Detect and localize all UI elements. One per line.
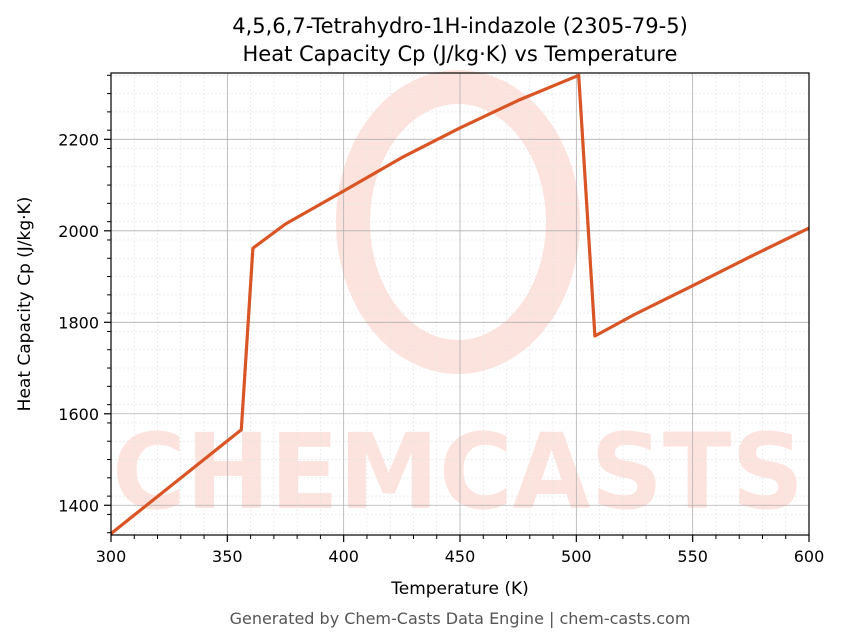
axis-ticks	[104, 74, 810, 542]
x-tick-label: 600	[794, 547, 825, 566]
chemcasts-watermark: CHEMCASTS	[112, 70, 804, 533]
x-tick-label: 450	[445, 547, 476, 566]
y-tick-labels: 1400 1600 1800 2000 2200	[58, 130, 99, 515]
x-tick-label: 500	[561, 547, 592, 566]
y-axis-label: Heat Capacity Cp (J/kg·K)	[15, 197, 35, 412]
y-tick-label: 2200	[58, 130, 99, 149]
x-tick-label: 300	[96, 547, 127, 566]
heat-capacity-line	[110, 73, 810, 535]
x-tick-label: 550	[677, 547, 708, 566]
x-tick-label: 350	[212, 547, 243, 566]
x-tick-label: 400	[328, 547, 359, 566]
y-tick-label: 1600	[58, 405, 99, 424]
y-tick-label: 2000	[58, 222, 99, 241]
chart-title-line2: Heat Capacity Cp (J/kg·K) vs Temperature	[243, 42, 678, 66]
plot-area: CHEMCASTS 300 350 400 450 500 550 600 1400 1600…	[58, 70, 825, 566]
x-tick-labels: 300 350 400 450 500 550 600	[96, 547, 825, 566]
y-tick-label: 1400	[58, 496, 99, 515]
x-axis-label: Temperature (K)	[390, 579, 529, 599]
footer-credit: Generated by Chem-Casts Data Engine | ch…	[230, 609, 691, 628]
y-tick-label: 1800	[58, 313, 99, 332]
chart-title-line1: 4,5,6,7-Tetrahydro-1H-indazole (2305-79-…	[232, 14, 688, 38]
